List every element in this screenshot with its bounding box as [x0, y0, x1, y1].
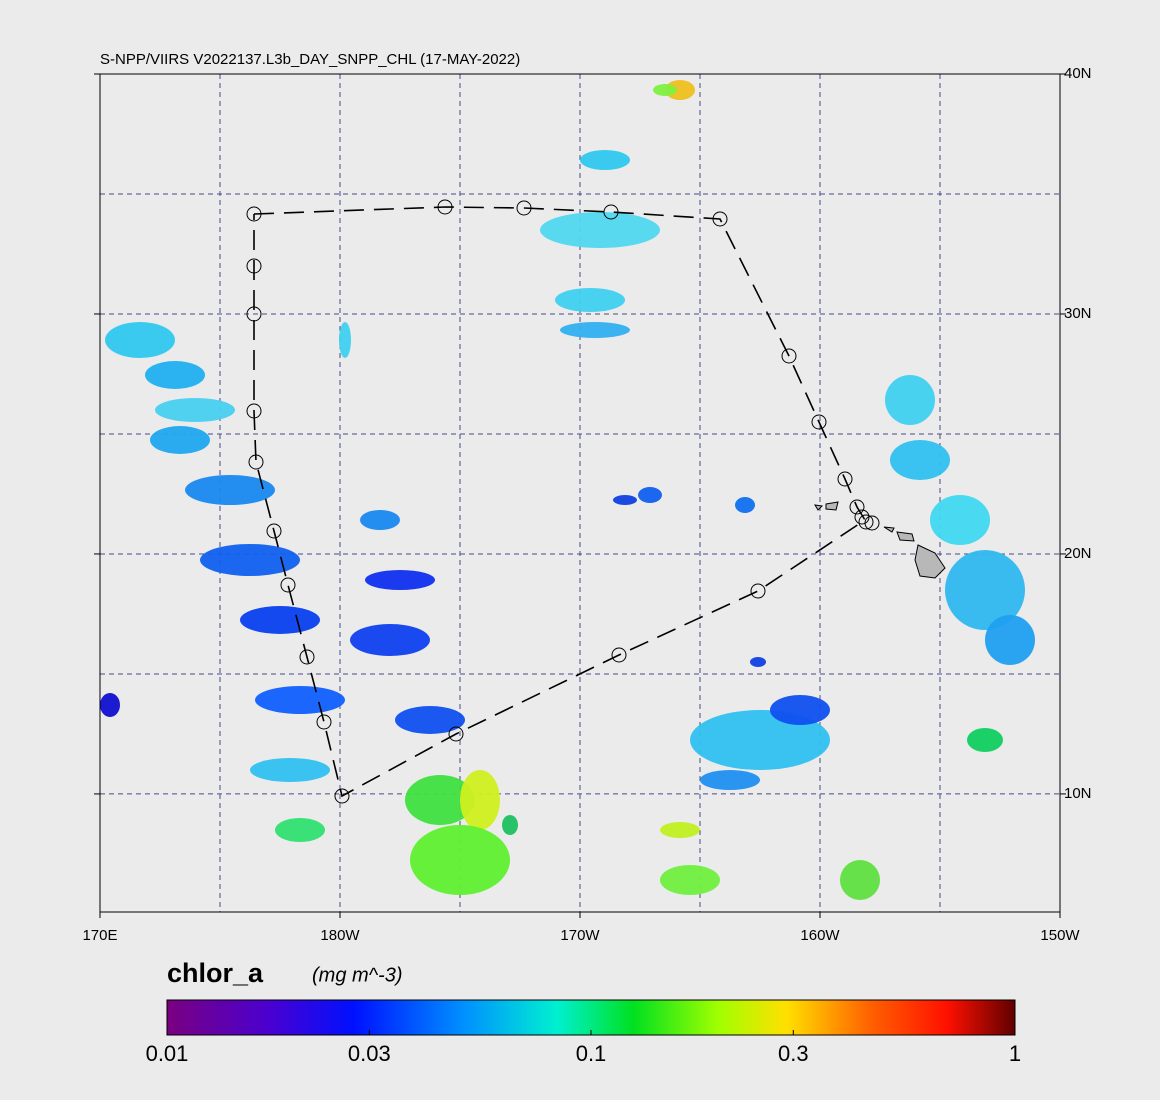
x-tick-label: 150W	[1040, 927, 1080, 944]
x-tick-label: 160W	[800, 927, 840, 944]
colorbar-tick-label: 0.1	[576, 1041, 607, 1066]
x-tick-label: 170E	[82, 927, 117, 944]
colorbar-ticks: 0.01 0.03 0.1 0.3 1	[146, 1030, 1021, 1066]
hawaii	[814, 501, 946, 579]
y-tick-label: 20N	[1064, 545, 1092, 562]
x-tick-label: 180W	[320, 927, 360, 944]
y-tick-label: 30N	[1064, 305, 1092, 322]
colorbar-label: chlor_a	[167, 958, 264, 988]
swath-east	[613, 375, 1035, 790]
swath-south	[405, 770, 880, 900]
colorbar-tick-label: 1	[1009, 1041, 1021, 1066]
colorbar-tick-label: 0.3	[778, 1041, 809, 1066]
y-tick-label: 40N	[1064, 65, 1092, 82]
y-tick-label: 10N	[1064, 785, 1092, 802]
axes: 170E 180W 170W 160W 150W 10N 20N 30N 40N	[82, 65, 1091, 944]
x-tick-label: 170W	[560, 927, 600, 944]
swath-west	[100, 322, 465, 842]
map-title: S-NPP/VIIRS V2022137.L3b_DAY_SNPP_CHL (1…	[100, 51, 520, 68]
colorbar-units: (mg m^-3)	[312, 964, 403, 986]
colorbar-tick-label: 0.01	[146, 1041, 189, 1066]
cruise-track	[246, 199, 880, 804]
colorbar	[166, 999, 1016, 1036]
colorbar-tick-label: 0.03	[348, 1041, 391, 1066]
chlorophyll-patches	[100, 80, 1035, 900]
swath-north	[540, 80, 695, 338]
